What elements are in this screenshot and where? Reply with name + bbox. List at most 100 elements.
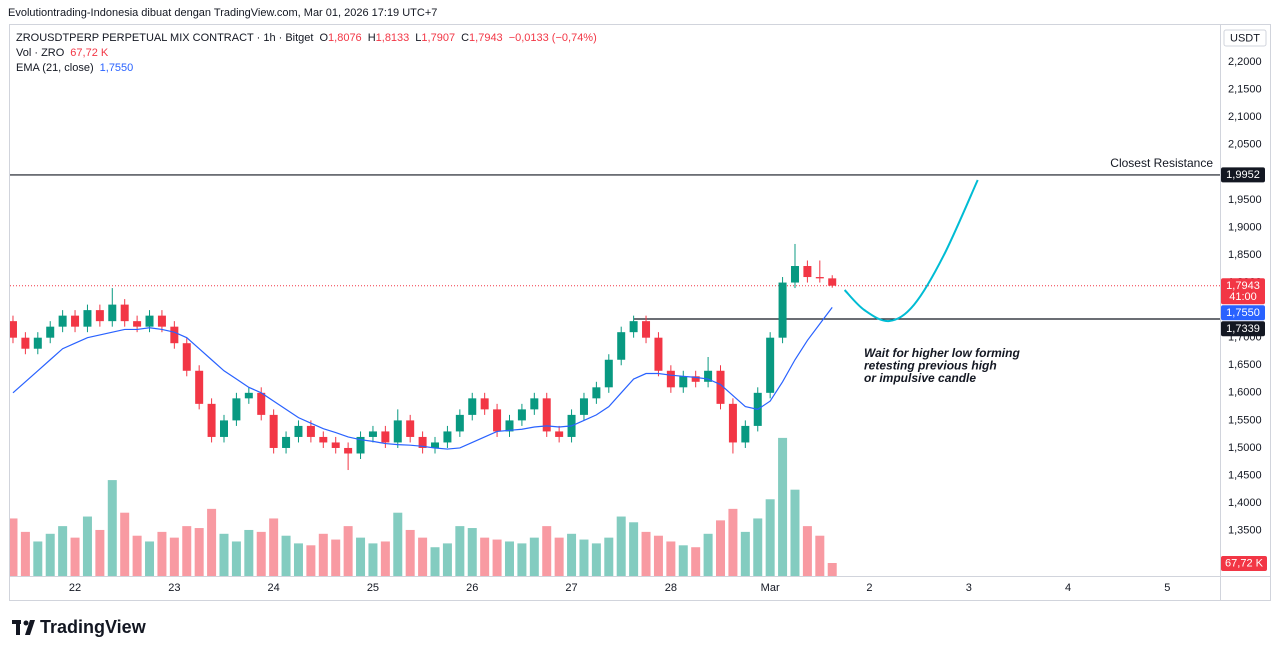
candle-body <box>803 266 812 278</box>
price-tag-label: 1,9952 <box>1226 169 1260 181</box>
candle-body <box>455 414 464 432</box>
top-bar-text: Evolutiontrading-Indonesia dibuat dengan… <box>8 7 437 19</box>
volume-bar <box>455 526 465 576</box>
volume-bar <box>554 537 564 576</box>
candle-body <box>468 398 477 415</box>
price-tag-label: 1,7943 <box>1226 280 1260 292</box>
candle-body <box>71 315 80 327</box>
volume-bar <box>169 537 179 576</box>
volume-bar <box>753 518 763 576</box>
note-line: retesting previous high <box>864 359 997 373</box>
legend-line: Vol · ZRO 67,72 K <box>16 47 109 59</box>
candle-body <box>83 310 92 327</box>
logo-shape <box>16 620 20 635</box>
volume-bar <box>269 518 279 576</box>
candle-body <box>21 337 30 349</box>
legend-line: EMA (21, close) 1,7550 <box>16 62 133 74</box>
y-tick-label: 1,5500 <box>1228 414 1262 426</box>
candle-body <box>108 304 117 322</box>
logo-text: TradingView <box>40 617 147 637</box>
candle-body <box>145 315 154 327</box>
candle-body <box>579 398 588 415</box>
footer-logo: TradingView <box>12 617 147 637</box>
candle-body <box>617 332 626 360</box>
candle-body <box>654 337 663 371</box>
price-tag <box>1221 278 1265 305</box>
candle-body <box>381 431 390 443</box>
volume-bar <box>579 539 589 576</box>
candle-body <box>592 387 601 399</box>
volume-bar <box>256 531 266 576</box>
volume-bar <box>45 533 55 576</box>
candle-body <box>219 420 228 437</box>
volume-bar <box>70 537 80 576</box>
y-tick-label: 1,9000 <box>1228 221 1262 233</box>
candle-body <box>344 447 353 454</box>
volume-bar <box>418 537 428 576</box>
volume-bar <box>132 535 142 576</box>
candle-body <box>95 310 104 322</box>
candle-body <box>666 370 675 388</box>
ohlc-key: L <box>415 32 421 44</box>
volume-bar <box>318 533 328 576</box>
currency-box <box>1223 29 1267 47</box>
volume-bar <box>368 543 378 576</box>
candle-body <box>120 304 129 322</box>
candle-body <box>542 398 551 432</box>
note-line: Wait for higher low forming <box>864 346 1020 360</box>
candle-body <box>33 337 42 349</box>
candle-body <box>58 315 67 327</box>
candle-body <box>232 398 241 421</box>
x-tick-label: 5 <box>1164 582 1170 594</box>
y-tick-label: 1,6500 <box>1228 359 1262 371</box>
volume-bar <box>567 533 577 576</box>
volume-bar <box>703 533 713 576</box>
ohlc-value: 1,8133 <box>376 32 410 44</box>
candle-body <box>170 326 179 344</box>
candle-body <box>778 282 787 338</box>
volume-bar <box>666 541 676 576</box>
candle-body <box>319 436 328 443</box>
volume-bar <box>641 531 651 576</box>
volume-bar <box>306 545 316 576</box>
candle-body <box>182 343 191 371</box>
volume-bar <box>442 543 452 576</box>
ohlc-key: H <box>368 32 376 44</box>
ohlc-key: C <box>461 32 469 44</box>
symbol: ZROUSDTPERP PERPETUAL MIX CONTRACT · 1h … <box>16 32 313 44</box>
volume-bar <box>281 535 291 576</box>
candle-body <box>282 436 291 448</box>
y-tick-label: 1,6000 <box>1228 387 1262 399</box>
candle-body <box>493 409 502 432</box>
volume-bar <box>207 508 217 576</box>
volume-bar <box>517 543 527 576</box>
candle-body <box>604 359 613 388</box>
candle-body <box>257 392 266 415</box>
candle-body <box>790 266 799 283</box>
price-tag-label: 1,7550 <box>1226 307 1260 319</box>
y-tick-label: 2,1500 <box>1228 83 1262 95</box>
volume-bar <box>95 529 105 576</box>
candle-body <box>393 420 402 443</box>
y-tick-label: 2,1000 <box>1228 111 1262 123</box>
x-tick-label: 2 <box>866 582 872 594</box>
volume-bar <box>293 543 303 576</box>
y-tick-label: 2,0500 <box>1228 139 1262 151</box>
y-tick-label: 2,2000 <box>1228 56 1262 68</box>
x-tick-label: 3 <box>966 582 972 594</box>
x-tick-label: 4 <box>1065 582 1071 594</box>
volume-bar <box>815 535 825 576</box>
volume-bar <box>58 526 68 576</box>
volume-bar <box>430 547 440 576</box>
volume-bar <box>33 541 43 576</box>
candle-body <box>443 431 452 443</box>
volume-bar <box>157 531 167 576</box>
candle-body <box>294 425 303 437</box>
x-tick-label: 27 <box>565 582 577 594</box>
ohlc-key: O <box>319 32 328 44</box>
chart-frame <box>9 24 1271 601</box>
candle-body <box>244 392 253 399</box>
ohlc-value: 1,8076 <box>328 32 362 44</box>
candle-body <box>629 321 638 333</box>
